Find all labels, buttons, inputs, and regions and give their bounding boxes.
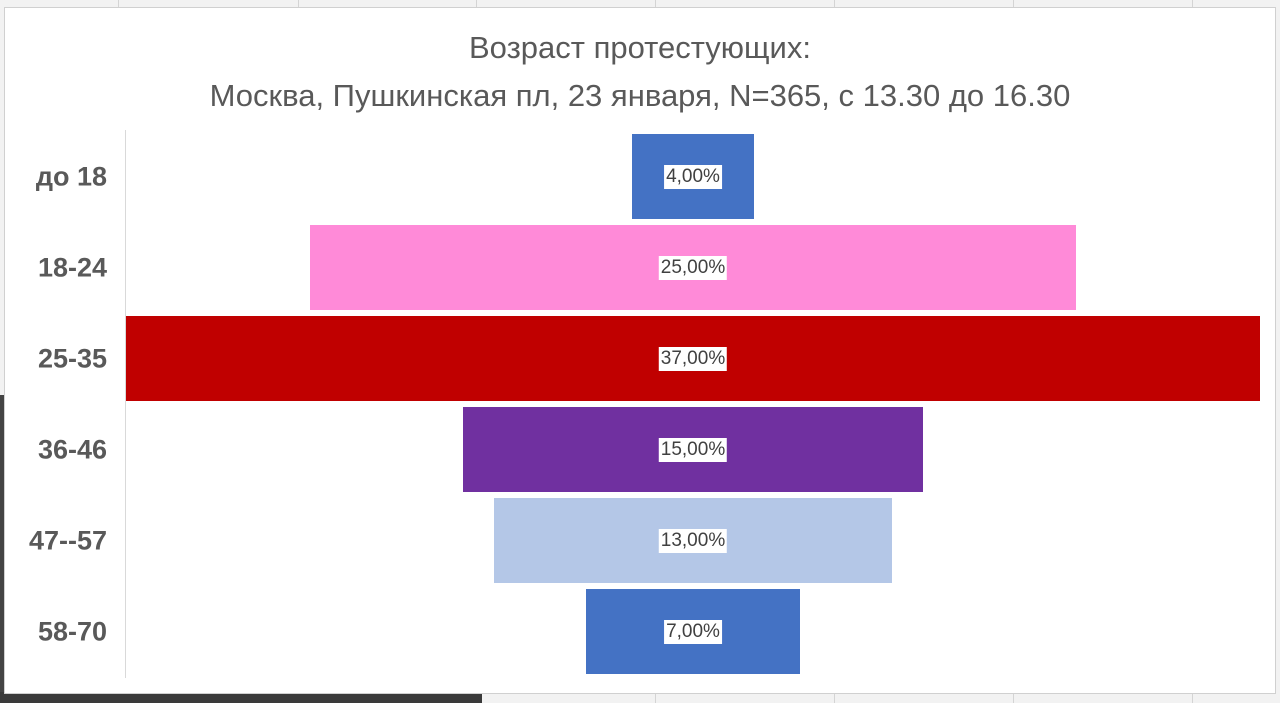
category-label: 47--57 bbox=[28, 525, 107, 555]
sheet-background bbox=[0, 692, 482, 703]
category-label: до 18 bbox=[35, 161, 107, 191]
category-label: 25-35 bbox=[37, 343, 107, 373]
data-label: 37,00% bbox=[658, 346, 728, 371]
data-label: 15,00% bbox=[658, 437, 728, 462]
data-label: 13,00% bbox=[658, 528, 728, 553]
category-axis bbox=[125, 130, 126, 678]
chart-title-line-1: Возраст протестующих: bbox=[469, 30, 811, 65]
sheet-background bbox=[0, 395, 4, 692]
data-label: 25,00% bbox=[658, 255, 728, 280]
category-label: 18-24 bbox=[37, 252, 107, 282]
data-label: 4,00% bbox=[664, 164, 722, 189]
funnel-chart[interactable]: Возраст протестующих: Москва, Пушкинская… bbox=[4, 7, 1276, 694]
chart-title-line-2: Москва, Пушкинская пл, 23 января, N=365,… bbox=[209, 78, 1071, 113]
category-label: 36-46 bbox=[37, 434, 107, 464]
category-label: 58-70 bbox=[37, 616, 107, 646]
data-label: 7,00% bbox=[664, 619, 722, 644]
